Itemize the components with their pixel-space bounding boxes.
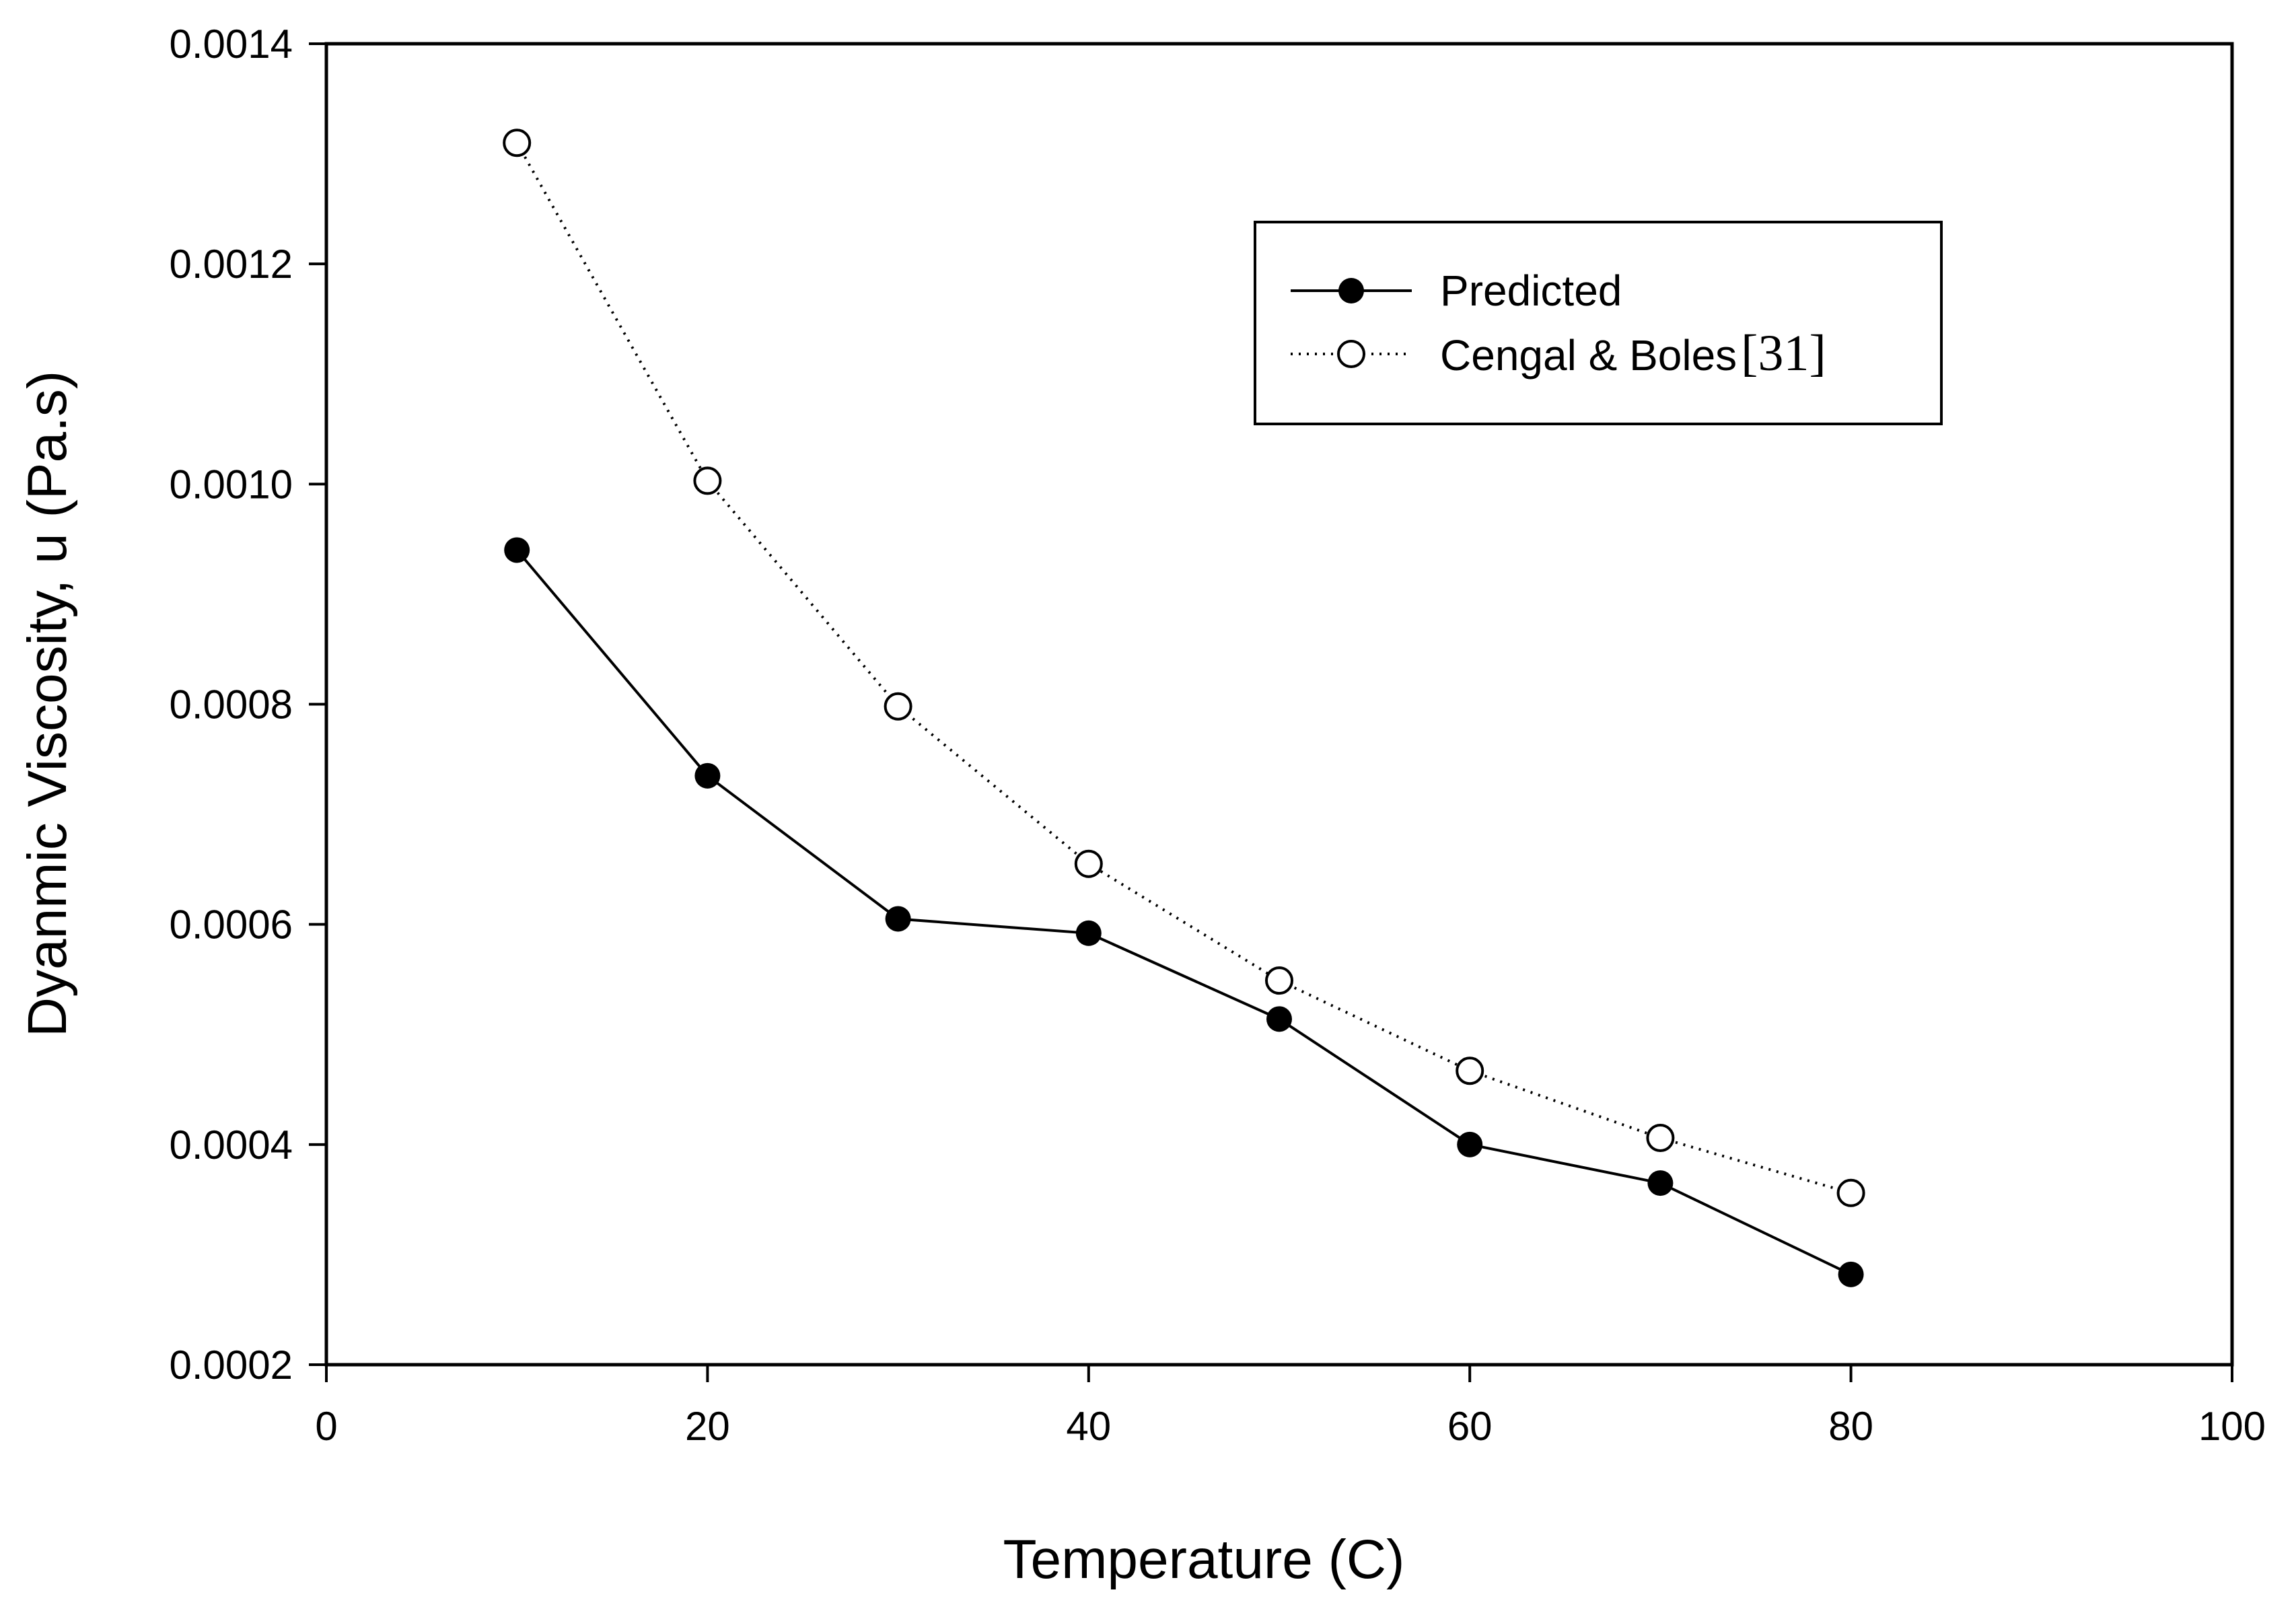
y-axis-ticks: 0.0002 0.0004 0.0006 0.0008 0.0010 0.0012 0.00… (169, 22, 326, 1388)
legend: Predicted Cengal & Boles[31] (1254, 221, 1943, 425)
series-0-point (504, 537, 530, 563)
y-tick-label: 0.0010 (169, 462, 293, 507)
series-1-point (1456, 1056, 1484, 1085)
y-tick-label: 0.0014 (169, 22, 293, 67)
series-0-point (1457, 1131, 1483, 1157)
y-tick-label: 0.0006 (169, 902, 293, 947)
y-tick-label: 0.0012 (169, 242, 293, 287)
x-tick-label: 40 (1066, 1404, 1111, 1449)
series-line-0 (515, 549, 1852, 1276)
x-tick-label: 20 (685, 1404, 730, 1449)
series-1-point (1646, 1124, 1675, 1153)
series-1-point (884, 692, 912, 721)
series-1-point (1074, 849, 1103, 878)
legend-predicted-label: Predicted (1440, 266, 1622, 315)
y-tick-label: 0.0002 (169, 1342, 293, 1388)
legend-cengal-marker (1337, 340, 1365, 368)
x-tick-label: 60 (1447, 1404, 1493, 1449)
x-tick-label: 0 (315, 1404, 337, 1449)
x-tick-label: 80 (1828, 1404, 1873, 1449)
series-line-1 (515, 142, 1852, 1194)
series-0-point (1647, 1170, 1674, 1196)
series-1-point (693, 466, 722, 495)
series-0-point (694, 762, 721, 789)
series-0-point (885, 906, 911, 932)
y-tick-label: 0.0008 (169, 682, 293, 727)
series-0-point (1075, 920, 1102, 946)
series-0-point (1838, 1261, 1864, 1287)
series-1-point (1836, 1178, 1865, 1207)
series-1-point (503, 129, 532, 157)
x-axis-title: Temperature (C) (1003, 1529, 1405, 1590)
y-tick-label: 0.0004 (169, 1122, 293, 1168)
legend-cengal-ref: [31] (1741, 325, 1826, 382)
series-layer (503, 129, 1865, 1287)
series-1-point (1265, 966, 1293, 995)
legend-cengal-name: Cengal & Boles (1440, 331, 1737, 380)
legend-cengal-label: Cengal & Boles[31] (1440, 325, 1826, 382)
y-axis-title: Dyanmic Viscosity, u (Pa.s) (17, 371, 78, 1037)
legend-box (1254, 221, 1943, 425)
x-axis-ticks: 0 20 40 60 80 100 (315, 1365, 2266, 1449)
x-tick-label: 100 (2198, 1404, 2266, 1449)
legend-predicted-marker (1338, 278, 1364, 303)
series-0-point (1266, 1006, 1292, 1032)
